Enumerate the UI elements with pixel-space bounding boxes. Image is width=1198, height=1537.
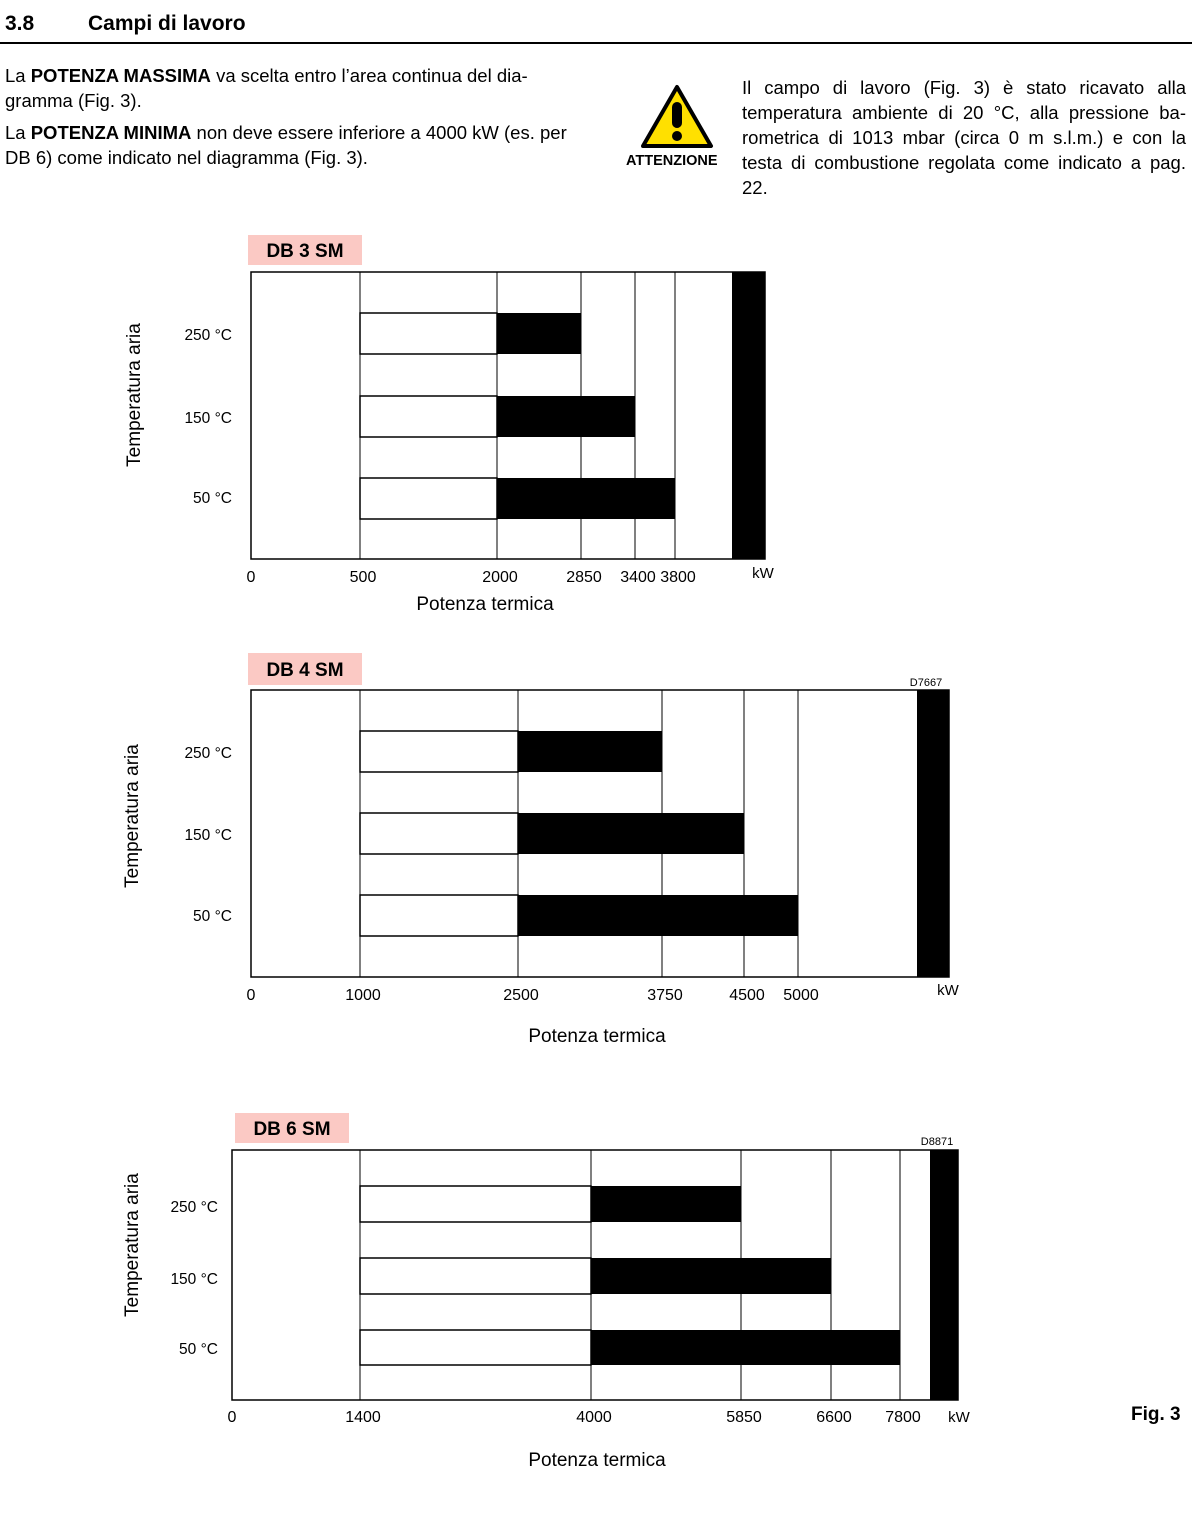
x-axis-label: Potenza termica [528, 1450, 666, 1471]
x-tick-label: 7800 [885, 1409, 921, 1426]
chart-title-background [248, 235, 362, 265]
x-tick-label: 5850 [726, 1409, 762, 1426]
x-axis-label: Potenza termica [416, 594, 554, 615]
chart-db-6-sm: DB 6 SM 250 °C 150 °C 50 °C 0 1400 4000 5850 660… [122, 1113, 971, 1471]
bar-below-min [359, 812, 519, 855]
x-tick-label: 4500 [729, 987, 765, 1004]
x-tick-label: 0 [247, 569, 256, 586]
x-tick-label: 3750 [647, 987, 683, 1004]
y-axis-label: Temperatura aria [124, 323, 145, 467]
bar-below-min [359, 730, 519, 773]
chart-title-background [248, 653, 362, 685]
row-label: 250 °C [184, 327, 232, 344]
x-tick-label: 1400 [345, 1409, 381, 1426]
x-tick-label: 5000 [783, 987, 819, 1004]
bar-work-range [518, 731, 662, 772]
row-label: 50 °C [193, 908, 232, 925]
chart-title: DB 6 SM [253, 1119, 330, 1140]
paragraph-min-power: La POTENZA MINIMA non deve essere inferi… [5, 120, 595, 170]
limit-band [930, 1150, 958, 1400]
text: non deve essere inferiore a 4000 kW (es.… [5, 122, 567, 168]
header-rule [0, 42, 1192, 44]
row-label: 50 °C [193, 490, 232, 507]
section-title: Campi di lavoro [88, 12, 246, 35]
x-tick-label: 3400 [620, 569, 656, 586]
bar-work-range [591, 1330, 900, 1365]
x-tick-label: 0 [228, 1409, 237, 1426]
x-tick-label: 2850 [566, 569, 602, 586]
bar-work-range [497, 396, 635, 437]
bar-below-min [359, 894, 519, 937]
unit-label: kW [937, 982, 960, 999]
x-tick-label: 3800 [660, 569, 696, 586]
bar-below-min [359, 395, 498, 438]
paragraph-max-power: La POTENZA MASSIMA va scelta entro l’are… [5, 63, 595, 113]
warning-label: ATTENZIONE [626, 153, 718, 169]
chart-title: DB 3 SM [266, 241, 343, 262]
bar-below-min [359, 312, 498, 355]
bar-work-range [497, 478, 675, 519]
bar-work-range [591, 1258, 831, 1294]
emphasis: POTENZA MASSIMA [30, 65, 211, 86]
drawing-code: D7667 [910, 677, 942, 689]
unit-label: kW [752, 565, 775, 582]
x-tick-label: 2000 [482, 569, 518, 586]
bar-below-min [359, 477, 498, 520]
x-tick-label: 2500 [503, 987, 539, 1004]
bar-work-range [518, 895, 798, 936]
x-tick-label: 6600 [816, 1409, 852, 1426]
emphasis: POTENZA MINIMA [30, 122, 192, 143]
note-paragraph: Il campo di lavoro (Fig. 3) è stato rica… [742, 77, 1186, 198]
chart-db-4-sm: DB 4 SM 250 °C 150 °C 50 °C 0 1000 2500 3750 450… [122, 653, 960, 1047]
row-label: 250 °C [184, 745, 232, 762]
limit-band [917, 690, 949, 977]
limit-band [732, 272, 765, 559]
section-number: 3.8 [5, 12, 35, 35]
x-tick-label: 4000 [576, 1409, 612, 1426]
bar-work-range [591, 1186, 741, 1222]
bar-work-range [497, 313, 581, 354]
drawing-code: D8871 [921, 1136, 953, 1148]
text: La [5, 65, 31, 86]
chart-title-background [235, 1113, 349, 1143]
row-label: 150 °C [184, 827, 232, 844]
chart-title: DB 4 SM [266, 660, 343, 681]
chart-db-3-sm: DB 3 SM 250 °C 150 °C 50 °C 0 500 2000 2850 3400… [124, 235, 775, 615]
warning-triangle-icon [640, 84, 714, 155]
y-axis-label: Temperatura aria [122, 744, 143, 888]
bar-below-min [359, 1185, 592, 1223]
bar-work-range [518, 813, 744, 854]
bar-below-min [359, 1257, 592, 1295]
x-tick-label: 1000 [345, 987, 381, 1004]
row-label: 150 °C [170, 1271, 218, 1288]
unit-label: kW [948, 1409, 971, 1426]
figure-label: Fig. 3 [1131, 1404, 1181, 1425]
x-tick-label: 500 [350, 569, 377, 586]
row-label: 150 °C [184, 410, 232, 427]
x-tick-label: 0 [247, 987, 256, 1004]
x-axis-label: Potenza termica [528, 1026, 666, 1047]
y-axis-label: Temperatura aria [122, 1173, 143, 1317]
text: va scelta entro l’area continua del dia-… [5, 65, 528, 111]
row-label: 250 °C [170, 1199, 218, 1216]
row-label: 50 °C [179, 1341, 218, 1358]
bar-below-min [359, 1329, 592, 1366]
text: La [5, 122, 31, 143]
